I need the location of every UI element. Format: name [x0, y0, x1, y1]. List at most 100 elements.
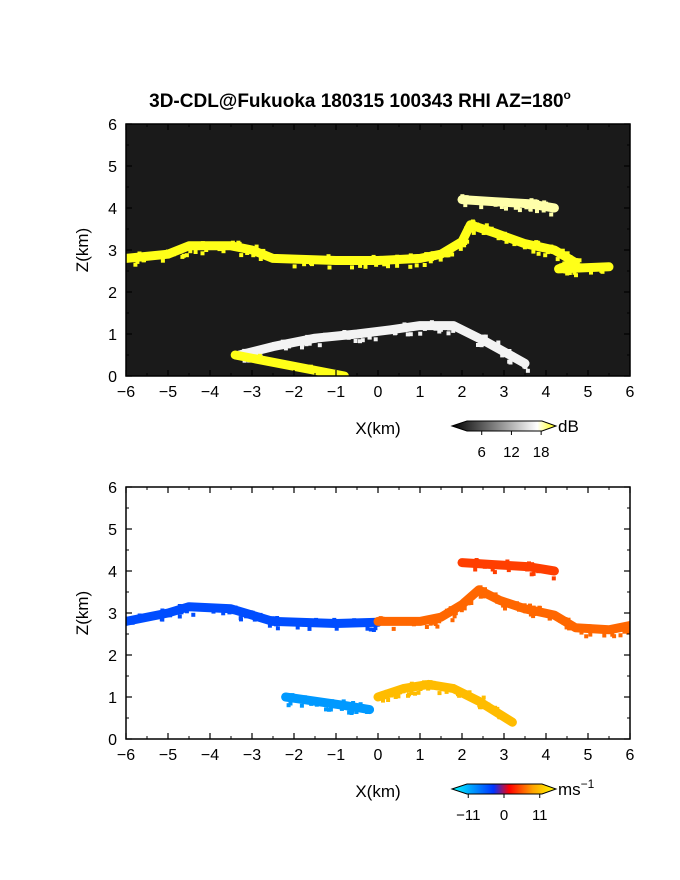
bottom-data-pixel — [429, 685, 434, 690]
top-data-pixel — [464, 226, 469, 231]
top-data-pixel — [326, 254, 331, 259]
top-data-pixel — [200, 241, 205, 246]
bottom-data-pixel — [497, 564, 502, 569]
bottom-data-pixel — [478, 594, 483, 599]
top-data-pixel — [517, 208, 522, 213]
bottom-data-pixel — [347, 710, 352, 715]
top-data-pixel — [278, 345, 283, 350]
top-data-pixel — [567, 261, 572, 266]
bottom-data-pixel — [528, 603, 532, 608]
bottom-data-pixel — [457, 693, 462, 698]
bottom-data-pixel — [503, 606, 507, 611]
top-data-pixel — [472, 224, 477, 229]
top-layer-boundary-layer-plume — [234, 320, 530, 373]
bottom-data-pixel — [447, 685, 452, 690]
top-data-pixel — [432, 256, 437, 261]
bottom-data-pixel — [327, 707, 332, 712]
bottom-data-pixel — [168, 613, 173, 618]
bottom-colorbar-unit-superscript: −1 — [581, 777, 595, 791]
top-data-pixel — [519, 200, 524, 205]
top-x-tick-label: 4 — [542, 384, 551, 401]
bottom-x-tick-label: −1 — [327, 747, 345, 764]
bottom-data-pixel — [380, 616, 385, 621]
top-data-pixel — [358, 258, 363, 263]
top-data-pixel — [173, 251, 178, 256]
bottom-data-pixel — [275, 616, 280, 620]
bottom-data-pixel — [520, 603, 525, 608]
top-data-pixel — [424, 252, 429, 257]
bottom-data-pixel — [288, 701, 293, 706]
bottom-y-tick-label: 3 — [108, 606, 117, 623]
bottom-data-pixel — [510, 602, 514, 607]
top-data-pixel — [560, 248, 565, 253]
bottom-colorbar-tick-label: 11 — [532, 807, 548, 824]
bottom-data-pixel — [357, 703, 362, 708]
top-data-pixel — [565, 270, 570, 275]
bottom-data-pixel — [481, 704, 485, 709]
bottom-data-pixel — [477, 702, 482, 707]
top-data-pixel — [475, 222, 480, 227]
top-data-pixel — [569, 260, 574, 265]
top-data-pixel — [405, 332, 410, 337]
bottom-data-pixel — [504, 561, 509, 566]
top-data-pixel — [478, 200, 483, 205]
top-data-pixel — [574, 273, 578, 278]
top-data-pixel — [418, 331, 423, 336]
top-data-pixel — [180, 254, 185, 259]
bottom-data-pixel — [558, 618, 563, 623]
bottom-data-pixel — [317, 698, 322, 703]
top-data-pixel — [549, 244, 554, 249]
bottom-data-pixel — [275, 626, 280, 631]
top-data-pixel — [221, 249, 226, 254]
bottom-data-pixel — [631, 630, 635, 634]
bottom-data-pixel — [495, 706, 500, 711]
bottom-data-pixel — [481, 695, 486, 700]
top-data-pixel — [334, 378, 338, 382]
top-data-pixel — [260, 254, 265, 259]
bottom-data-pixel — [546, 569, 551, 574]
top-data-pixel — [471, 230, 476, 235]
bottom-colorbar-unit: ms−1 — [558, 777, 595, 799]
top-data-pixel — [528, 207, 533, 212]
top-data-pixel — [466, 330, 471, 335]
bottom-data-pixel — [409, 681, 414, 686]
top-y-tick-label: 0 — [108, 369, 117, 386]
bottom-data-pixel — [492, 595, 497, 600]
top-x-tick-label: 5 — [584, 384, 593, 401]
top-data-pixel — [457, 327, 462, 332]
bottom-data-pixel — [567, 626, 572, 631]
bottom-data-pixel — [460, 689, 465, 694]
bottom-axes: −6 −5 −4 −3 −2 −1 0 1 2 3 4 5 6 0 1 2 3 4 5 6 — [108, 480, 634, 764]
bottom-data-pixel — [587, 624, 591, 629]
top-x-tick-label: 0 — [374, 384, 383, 401]
bottom-data-pixel — [561, 620, 566, 625]
top-layer-line — [234, 321, 530, 368]
top-data-pixel — [384, 329, 389, 334]
bottom-data-pixel — [349, 711, 354, 715]
top-data-pixel — [402, 322, 407, 327]
top-data-pixel — [374, 262, 379, 267]
top-data-pixel — [499, 205, 504, 209]
top-data-pixel — [549, 212, 554, 217]
bottom-data-pixel — [467, 693, 472, 698]
top-data-pixel — [562, 261, 567, 266]
bottom-data-pixel — [531, 605, 536, 610]
top-data-pixel — [350, 265, 354, 270]
bottom-y-tick-label: 1 — [108, 690, 117, 707]
top-data-pixel — [555, 257, 560, 262]
top-data-pixel — [535, 240, 540, 245]
bottom-data-pixel — [213, 606, 217, 611]
bottom-data-pixel — [268, 619, 273, 624]
bottom-data-pixel — [314, 617, 319, 622]
top-data-pixel — [300, 343, 305, 348]
bottom-data-pixel — [448, 606, 453, 611]
top-data-pixel — [428, 259, 433, 264]
top-data-pixel — [491, 200, 496, 205]
top-data-pixel — [567, 271, 572, 275]
top-data-pixel — [242, 348, 247, 353]
bottom-data-pixel — [129, 617, 134, 622]
bottom-data-pixel — [551, 576, 556, 581]
bottom-data-pixel — [535, 607, 539, 612]
top-data-pixel — [433, 326, 438, 331]
bottom-data-pixel — [612, 634, 617, 639]
